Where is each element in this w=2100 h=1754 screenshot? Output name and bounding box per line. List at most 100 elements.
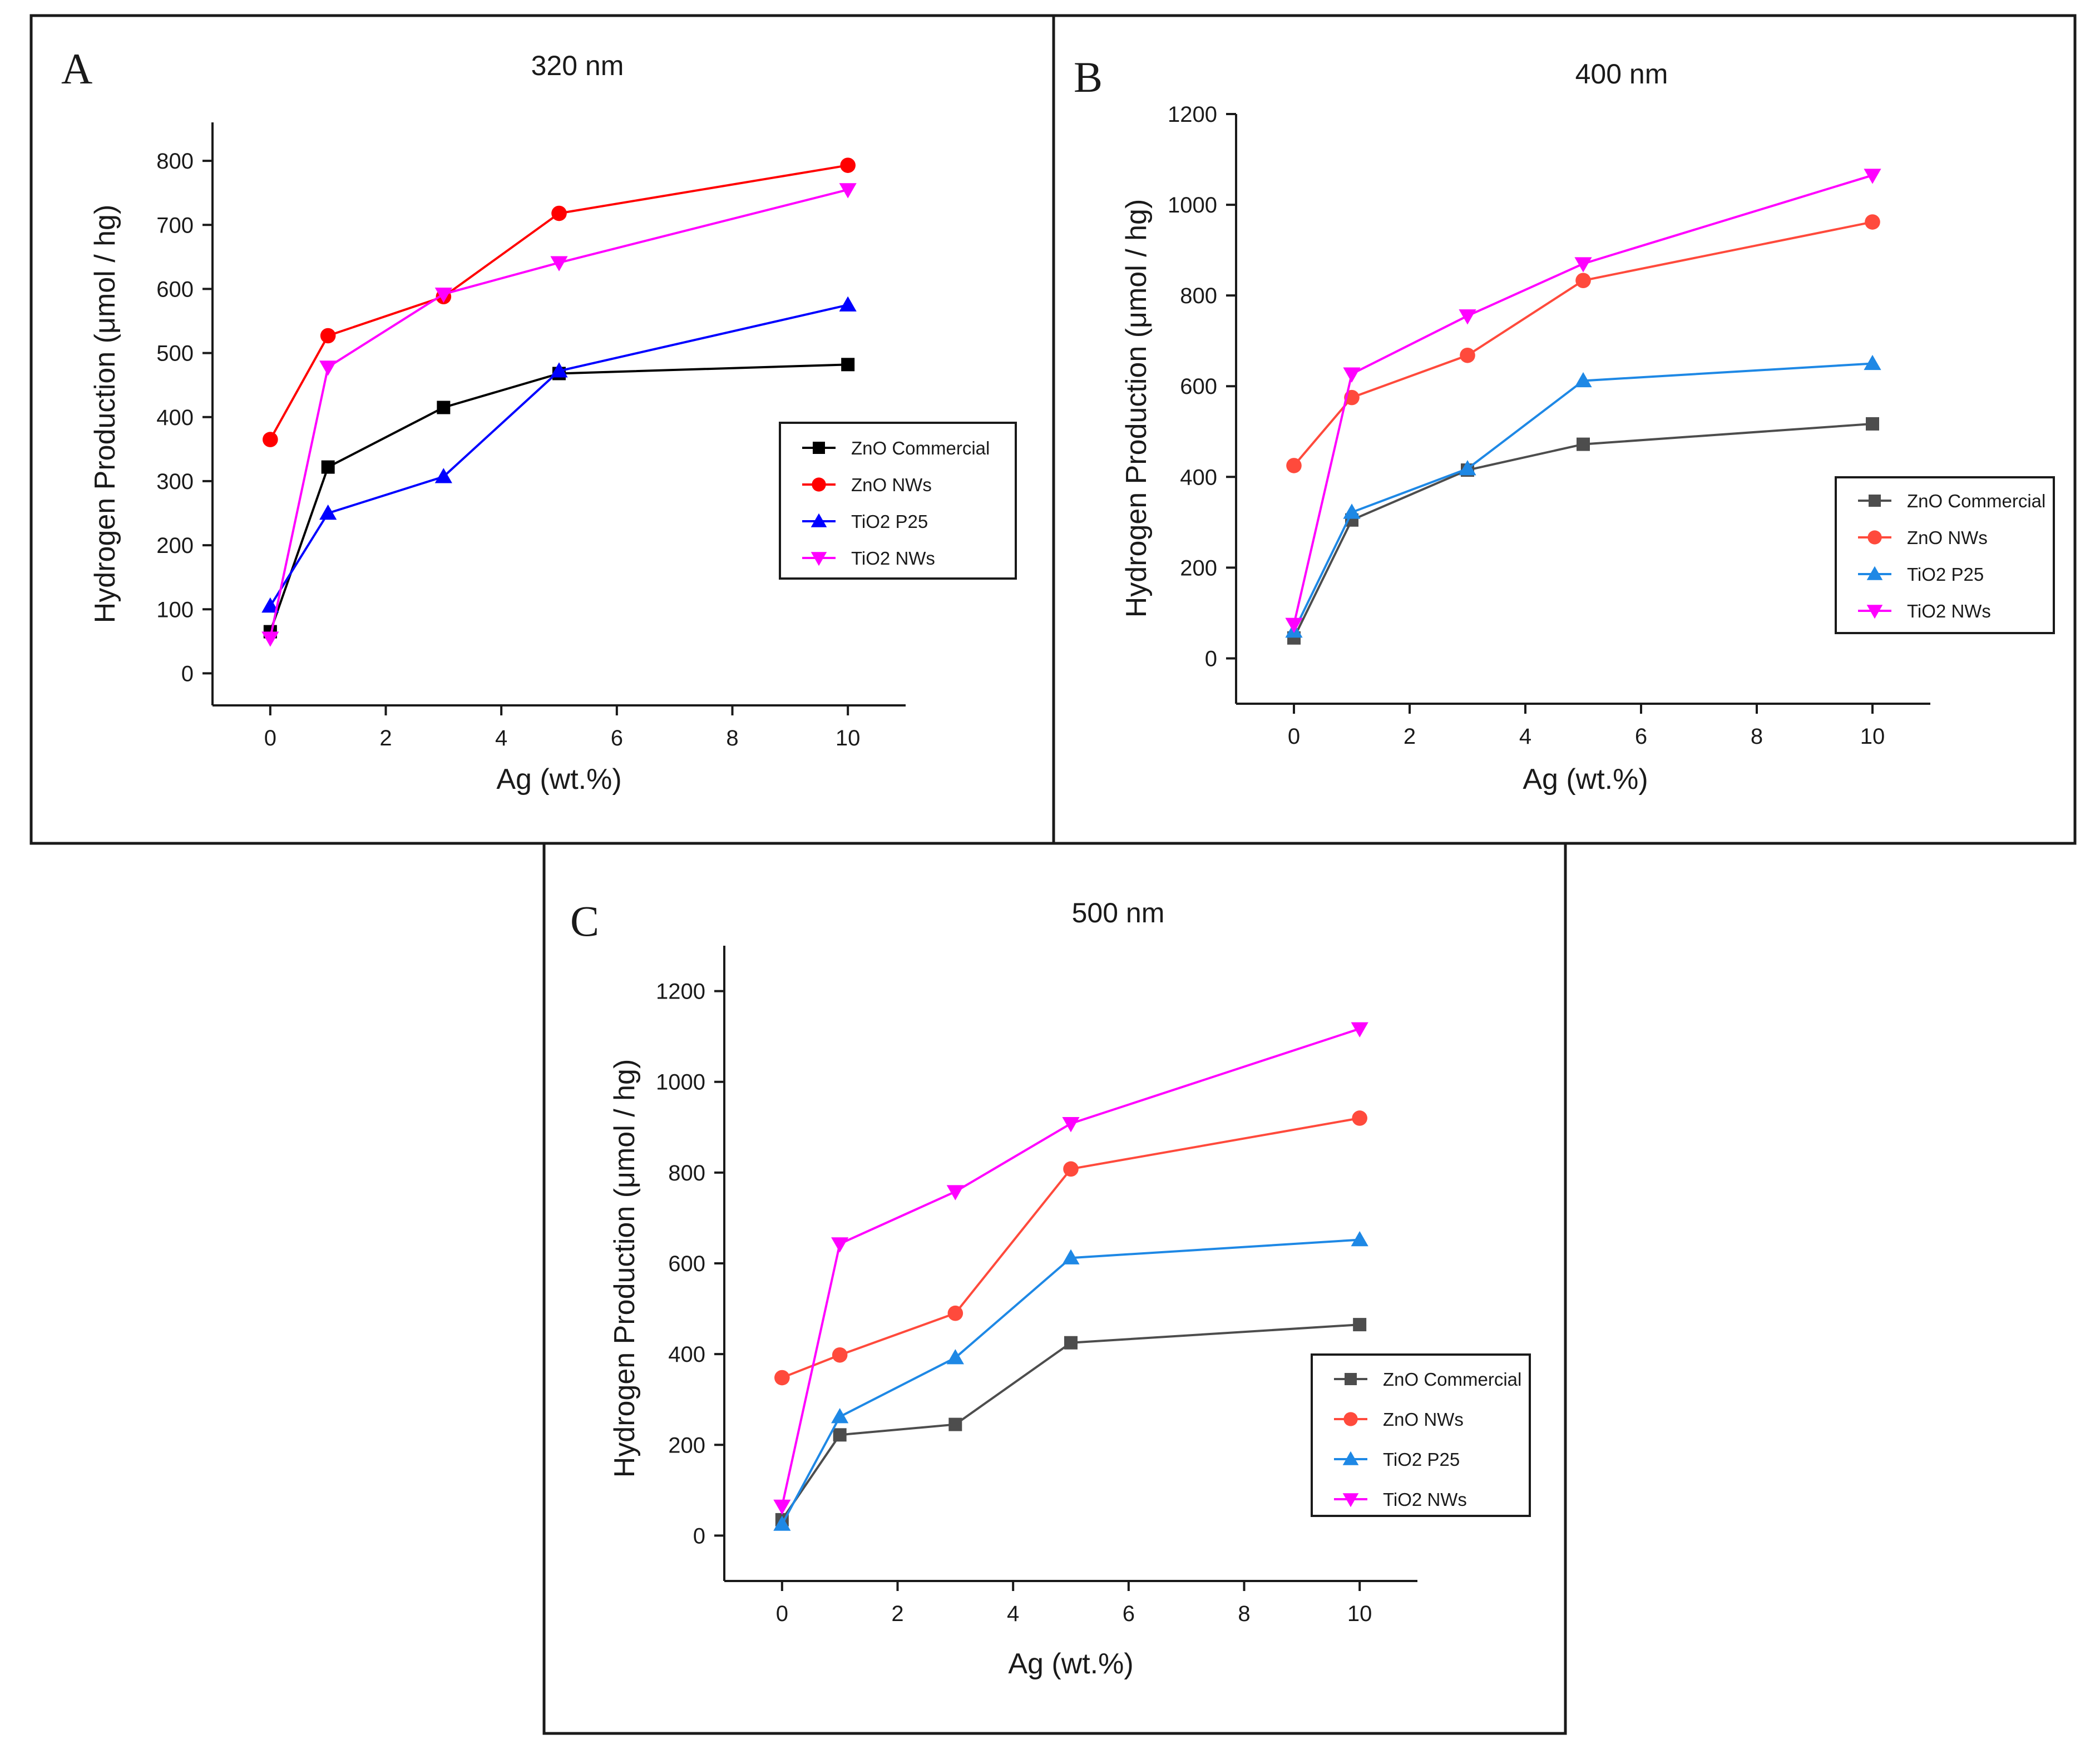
panel-a-label: A xyxy=(61,45,92,93)
panel-c-data-point xyxy=(1062,1117,1080,1133)
panel-a-legend-marker xyxy=(811,552,827,566)
panel-b-data-point xyxy=(1575,273,1591,289)
panel-c-data-point xyxy=(1063,1161,1079,1177)
panel-a-y-tick-label: 400 xyxy=(156,406,194,430)
panel-b-y-axis-label: Hydrogen Production (μmol / hg) xyxy=(1120,199,1153,618)
panel-a-legend-marker xyxy=(811,513,827,527)
panel-b-legend-label: ZnO NWs xyxy=(1907,527,1988,548)
panel-b-x-tick-label: 10 xyxy=(1860,724,1885,749)
panel-c-legend-marker xyxy=(1342,1493,1359,1508)
panel-a-y-tick-label: 200 xyxy=(156,533,194,558)
panel-b-data-point xyxy=(1460,347,1475,363)
panel-c-x-axis-label: Ag (wt.%) xyxy=(1008,1648,1133,1680)
panel-a-data-point xyxy=(551,205,567,221)
panel-c-legend-marker xyxy=(1342,1451,1359,1465)
panel-c-data-point xyxy=(831,1237,849,1253)
panel-b-x-tick-label: 4 xyxy=(1519,724,1531,749)
panel-c-legend: ZnO Commercial ZnO NWs TiO2 P25 TiO2 NWs xyxy=(1311,1353,1531,1517)
panel-c-series-line xyxy=(780,1027,1360,1506)
panel-a-y-axis-label: Hydrogen Production (μmol / hg) xyxy=(89,205,121,624)
panel-b-legend-label: TiO2 NWs xyxy=(1907,601,1991,621)
panel-a-legend-label: ZnO NWs xyxy=(851,475,932,495)
panel-c-data-point xyxy=(831,1408,849,1424)
panel-a-legend-marker xyxy=(813,442,825,454)
panel-b-title: 400 nm xyxy=(1575,58,1668,90)
panel-b-data-point xyxy=(1574,372,1592,388)
panel-b-legend: ZnO Commercial ZnO NWs TiO2 P25 TiO2 NWs xyxy=(1835,476,2055,634)
panel-c-frame xyxy=(542,842,1567,1735)
panel-c-data-point xyxy=(1351,1022,1368,1037)
panel-a-data-point xyxy=(319,360,337,376)
panel-a-data-point xyxy=(840,157,856,173)
panel-a-data-point xyxy=(839,296,857,312)
panel-a-y-tick-label: 0 xyxy=(181,661,194,686)
panel-c-data-point xyxy=(1062,1249,1080,1264)
panel-a-x-tick-label: 8 xyxy=(726,726,738,750)
panel-b-legend-marker xyxy=(1867,530,1882,545)
panel-b-frame xyxy=(1052,14,2077,845)
panel-a-data-point xyxy=(839,183,857,199)
panel-a-data-point xyxy=(263,432,278,447)
panel-c-data-point xyxy=(946,1349,964,1365)
panel-a-data-point xyxy=(841,358,855,372)
panel-b-y-tick-label: 200 xyxy=(1180,556,1217,580)
panel-b-data-point xyxy=(1286,458,1302,473)
panel-b-y-tick-label: 600 xyxy=(1180,374,1217,399)
panel-c-ticks: 0 2 4 6 8 10 0 200 400 600 800 1000 1200 xyxy=(656,980,1372,1626)
panel-c-y-tick-label: 1000 xyxy=(656,1070,705,1095)
panel-c-data-point xyxy=(1351,1231,1368,1247)
panel-a-x-tick-label: 2 xyxy=(379,726,392,750)
panel-a-x-tick-label: 0 xyxy=(264,726,276,750)
panel-a-data-point xyxy=(550,362,568,378)
panel-c-y-axis-label: Hydrogen Production (μmol / hg) xyxy=(609,1059,641,1478)
panel-a-legend-marker xyxy=(812,477,826,492)
panel-b-data-point xyxy=(1865,214,1880,230)
panel-a-data-point xyxy=(319,504,337,520)
panel-b-data-point xyxy=(1866,417,1879,431)
panel-c-x-tick-label: 8 xyxy=(1238,1602,1250,1626)
panel-b-series xyxy=(1285,169,1881,645)
panel-c-data-point xyxy=(832,1347,848,1363)
panel-a-series-line xyxy=(269,363,848,633)
panel-a-y-tick-label: 800 xyxy=(156,149,194,174)
panel-b-series-line xyxy=(1293,174,1873,625)
panel-b-x-tick-label: 8 xyxy=(1751,724,1763,749)
panel-a-y-tick-label: 100 xyxy=(156,597,194,622)
panel-c-x-tick-label: 10 xyxy=(1347,1602,1372,1626)
panel-b-label: B xyxy=(1074,53,1103,101)
panel-a-data-point xyxy=(434,287,452,303)
panel-b-legend-marker xyxy=(1866,566,1883,580)
panel-a-data-point xyxy=(321,460,335,474)
panel-a-data-point xyxy=(320,328,336,344)
panel-c-legend-label: ZnO NWs xyxy=(1383,1409,1464,1430)
panel-b-legend-label: ZnO Commercial xyxy=(1907,491,2045,511)
panel-b-data-point xyxy=(1459,460,1476,476)
panel-b: B 400 nm Ag (wt.%) Hydrogen Production (… xyxy=(1074,53,2055,796)
panel-c-legend-marker xyxy=(1345,1373,1357,1385)
panel-a-x-tick-label: 6 xyxy=(611,726,623,750)
panel-c-y-tick-label: 200 xyxy=(668,1433,705,1457)
panel-a-x-tick-label: 4 xyxy=(495,726,507,750)
panel-c: C 500 nm Ag (wt.%) Hydrogen Production (… xyxy=(570,897,1531,1680)
panel-a-y-tick-label: 300 xyxy=(156,470,194,494)
panel-c-y-tick-label: 1200 xyxy=(656,980,705,1004)
panel-b-data-point xyxy=(1577,437,1590,451)
panel-a-data-point xyxy=(434,468,452,483)
panel-a-legend-label: TiO2 P25 xyxy=(851,511,928,532)
panel-b-x-tick-label: 6 xyxy=(1635,724,1647,749)
panel-b-legend-marker xyxy=(1869,495,1881,507)
panel-c-series xyxy=(773,1022,1368,1531)
panel-a-series xyxy=(261,157,857,647)
panel-b-data-point xyxy=(1285,617,1303,633)
panel-c-data-point xyxy=(774,1370,790,1386)
panel-b-ticks: 0 2 4 6 8 10 0 200 400 600 800 1000 1200 xyxy=(1168,102,1885,749)
panel-b-data-point xyxy=(1864,169,1881,184)
panel-c-data-point xyxy=(948,1417,962,1431)
panel-b-legend-marker xyxy=(1866,605,1883,619)
panel-b-y-tick-label: 1000 xyxy=(1168,193,1217,218)
panel-a-y-tick-label: 700 xyxy=(156,213,194,238)
panel-c-y-tick-label: 800 xyxy=(668,1161,705,1185)
panel-a-x-tick-label: 10 xyxy=(836,726,861,750)
panel-a-data-point xyxy=(261,597,279,613)
